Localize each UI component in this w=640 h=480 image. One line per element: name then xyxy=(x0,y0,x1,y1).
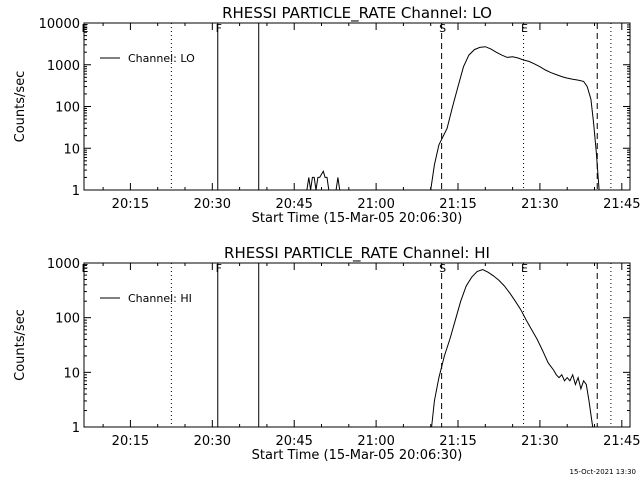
y-tick-label: 1000 xyxy=(47,59,80,74)
chart-title: RHESSI PARTICLE_RATE Channel: HI xyxy=(224,244,490,263)
y-axis-label: Counts/sec xyxy=(13,71,28,143)
y-tick-label: 100 xyxy=(55,312,80,327)
legend-label: Channel: LO xyxy=(128,52,195,65)
event-marker-label: F xyxy=(216,262,222,275)
data-series-line xyxy=(306,170,330,191)
data-series-line xyxy=(335,177,341,191)
x-tick-label: 20:15 xyxy=(112,197,149,212)
lo-channel-panel: RHESSI PARTICLE_RATE Channel: LO 1 10 100 10… xyxy=(13,4,640,226)
x-tick-label: 21:45 xyxy=(603,434,640,449)
x-tick-label: 21:00 xyxy=(357,197,394,212)
event-marker-label: E xyxy=(521,262,528,275)
x-tick-label: 21:45 xyxy=(603,197,640,212)
x-tick-label: 20:30 xyxy=(194,434,231,449)
x-tick-label: 20:45 xyxy=(275,434,312,449)
y-tick-label: 100 xyxy=(55,101,80,116)
event-marker-label: F xyxy=(216,22,222,35)
y-tick-label: 10 xyxy=(63,366,80,381)
legend-label: Channel: HI xyxy=(128,292,192,305)
x-tick-label: 21:15 xyxy=(439,197,476,212)
event-marker-label: E xyxy=(82,262,89,275)
y-tick-label: 10 xyxy=(63,142,80,157)
x-tick-label: 21:30 xyxy=(521,197,558,212)
x-tick-label: 20:30 xyxy=(194,197,231,212)
event-marker-label: S xyxy=(439,22,446,35)
footer-timestamp: 15-Oct-2021 13:30 xyxy=(570,468,636,476)
x-axis-label: Start Time (15-Mar-05 20:06:30) xyxy=(252,448,463,463)
y-tick-label: 1 xyxy=(72,421,80,436)
x-tick-label: 20:15 xyxy=(112,434,149,449)
event-marker-label: E xyxy=(521,22,528,35)
x-tick-label: 21:15 xyxy=(439,434,476,449)
y-axis-label: Counts/sec xyxy=(13,309,28,381)
plot-frame xyxy=(83,22,631,191)
y-tick-label: 1000 xyxy=(47,257,80,272)
chart-title: RHESSI PARTICLE_RATE Channel: LO xyxy=(222,4,492,23)
y-tick-label: 10000 xyxy=(39,17,80,32)
data-series-line xyxy=(430,46,600,191)
x-tick-label: 21:00 xyxy=(357,434,394,449)
event-marker-label: E xyxy=(82,22,89,35)
event-marker-label: S xyxy=(439,262,446,275)
y-tick-label: 1 xyxy=(72,184,80,199)
data-series-line xyxy=(431,268,594,428)
x-tick-label: 20:45 xyxy=(275,197,312,212)
x-tick-label: 21:30 xyxy=(521,434,558,449)
plot-frame xyxy=(83,262,631,428)
hi-channel-panel: RHESSI PARTICLE_RATE Channel: HI 1 10 100 10… xyxy=(13,244,640,463)
x-axis-label: Start Time (15-Mar-05 20:06:30) xyxy=(252,211,463,226)
